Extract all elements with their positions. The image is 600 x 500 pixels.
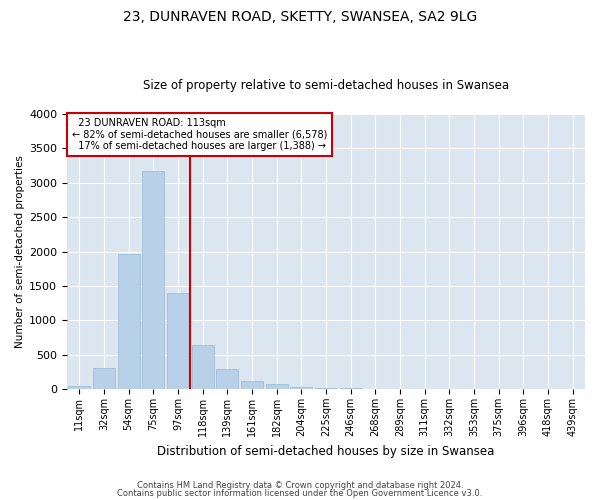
Text: 23 DUNRAVEN ROAD: 113sqm
← 82% of semi-detached houses are smaller (6,578)
  17%: 23 DUNRAVEN ROAD: 113sqm ← 82% of semi-d… bbox=[72, 118, 328, 152]
Bar bbox=[167, 293, 189, 389]
Bar bbox=[118, 254, 140, 389]
Text: Contains HM Land Registry data © Crown copyright and database right 2024.: Contains HM Land Registry data © Crown c… bbox=[137, 481, 463, 490]
Bar bbox=[68, 386, 91, 389]
Text: 23, DUNRAVEN ROAD, SKETTY, SWANSEA, SA2 9LG: 23, DUNRAVEN ROAD, SKETTY, SWANSEA, SA2 … bbox=[123, 10, 477, 24]
Bar bbox=[241, 381, 263, 389]
Bar bbox=[191, 345, 214, 389]
Text: Contains public sector information licensed under the Open Government Licence v3: Contains public sector information licen… bbox=[118, 488, 482, 498]
Title: Size of property relative to semi-detached houses in Swansea: Size of property relative to semi-detach… bbox=[143, 79, 509, 92]
Bar bbox=[142, 171, 164, 389]
Y-axis label: Number of semi-detached properties: Number of semi-detached properties bbox=[15, 155, 25, 348]
Bar bbox=[216, 370, 238, 389]
Bar bbox=[290, 387, 313, 389]
Bar bbox=[315, 388, 337, 389]
Bar bbox=[340, 388, 362, 389]
Bar bbox=[93, 368, 115, 389]
X-axis label: Distribution of semi-detached houses by size in Swansea: Distribution of semi-detached houses by … bbox=[157, 444, 494, 458]
Bar bbox=[266, 384, 288, 389]
